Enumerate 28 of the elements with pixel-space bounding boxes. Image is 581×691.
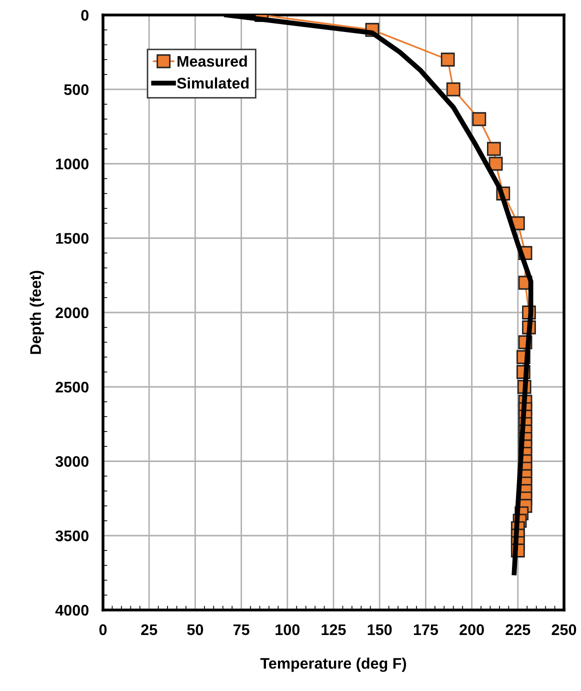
y-tick-label: 1000 [56,158,88,170]
x-tick-label: 200 [460,624,484,636]
y-axis-title: Depth (feet) [30,270,44,354]
x-tick-label: 25 [141,624,158,636]
point [486,142,501,156]
x-tick-label: 100 [276,624,300,636]
x-tick-label: 0 [99,624,107,636]
x-tick-label: 250 [552,624,576,636]
x-tick-label: 150 [368,624,392,636]
x-axis-title: Temperature (deg F) [260,658,406,672]
point [440,52,455,67]
x-tick-label: 75 [233,624,250,636]
y-tick-label: 4000 [55,604,88,616]
y-tick-label: 2500 [56,382,88,393]
x-tick-label: 175 [414,624,438,636]
x-tick-label: 225 [506,624,530,636]
y-tick-label: 2000 [56,307,88,318]
y-tick-label: 3000 [55,456,88,467]
y-tick-label: 500 [64,84,88,96]
point [472,112,486,126]
legend-label: Simulated [176,77,249,89]
y-tick-label: 0 [81,10,88,21]
y-tick-label: 1500 [56,232,88,244]
x-tick-label: 125 [322,624,346,636]
y-tick-label: 3500 [55,530,88,542]
point [446,82,460,96]
x-tick-label: 50 [187,624,204,636]
legend-label: Measured [178,56,247,67]
